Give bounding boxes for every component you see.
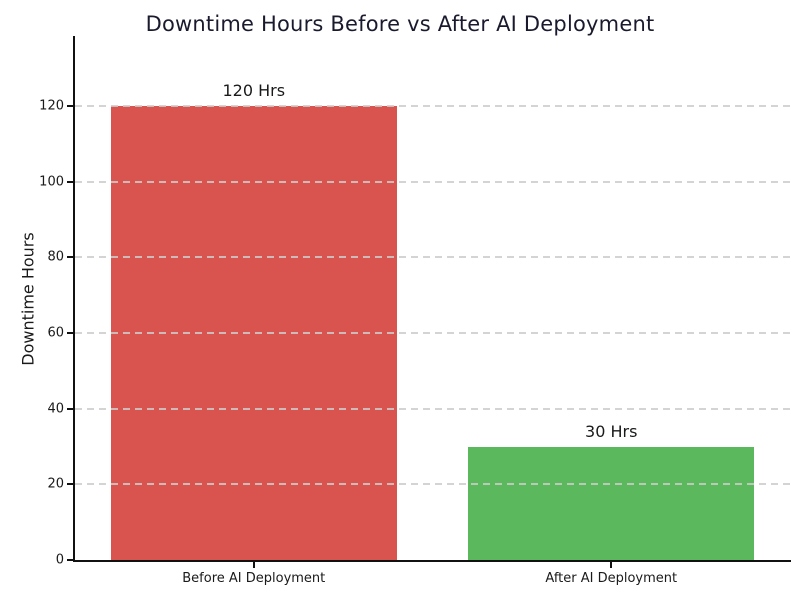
x-tick-mark	[610, 562, 613, 568]
y-tick-mark	[67, 256, 73, 259]
y-tick-label: 100	[39, 174, 64, 190]
gridline-60	[75, 332, 790, 335]
y-tick-mark	[67, 180, 73, 183]
gridline-80	[75, 256, 790, 259]
y-tick-mark	[67, 407, 73, 410]
bar-value-label: 120 Hrs	[222, 81, 286, 101]
x-tick-label: After AI Deployment	[545, 571, 678, 586]
gridline-100	[75, 180, 790, 183]
bar-value-label: 30 Hrs	[585, 421, 638, 441]
gridline-120	[75, 105, 790, 108]
y-tick-label: 40	[47, 401, 64, 417]
y-tick-mark	[67, 105, 73, 108]
chart-title: Downtime Hours Before vs After AI Deploy…	[145, 12, 655, 36]
y-tick-label: 80	[47, 249, 64, 265]
y-tick-mark	[67, 559, 73, 561]
y-axis-spine	[73, 36, 75, 562]
y-tick-label: 20	[47, 476, 64, 492]
gridline-40	[75, 407, 790, 410]
bar-after	[468, 446, 755, 560]
y-tick-label: 0	[55, 552, 64, 568]
x-tick-mark	[252, 562, 255, 568]
y-tick-label: 60	[47, 325, 64, 341]
x-tick-label: Before AI Deployment	[182, 571, 326, 586]
y-tick-label: 120	[39, 98, 64, 114]
y-tick-mark	[67, 332, 73, 335]
gridline-20	[75, 483, 790, 486]
plot-area: 120 Hrs 30 Hrs	[75, 38, 790, 560]
y-tick-mark	[67, 483, 73, 486]
x-axis-spine	[73, 560, 791, 562]
